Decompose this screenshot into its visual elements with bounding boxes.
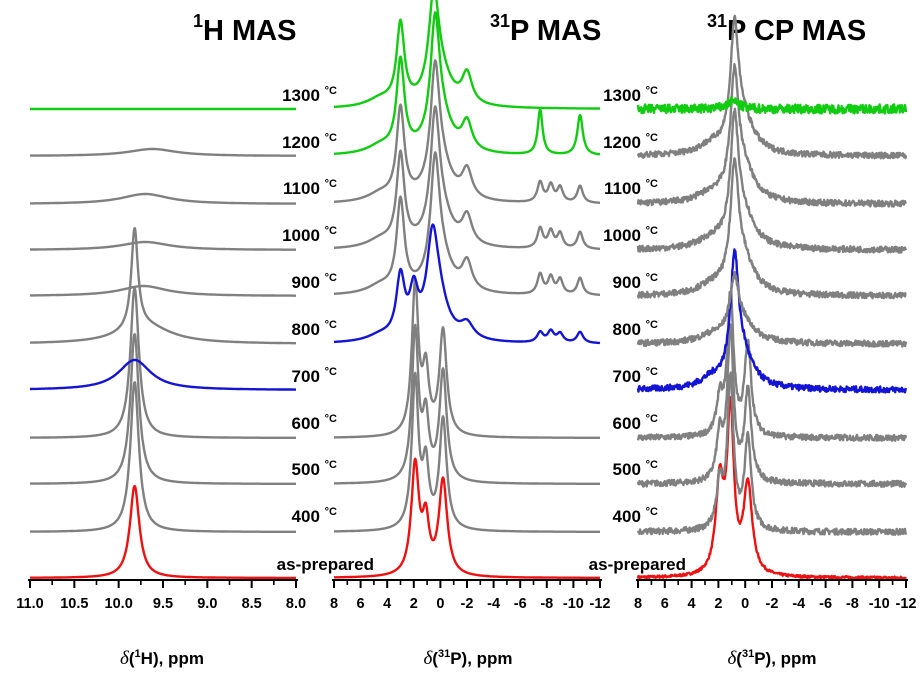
tick-label: -10 — [563, 596, 584, 612]
temp-label: 700 °C — [613, 366, 659, 386]
x-axis-label-31p-cp: δ(31P), ppm — [727, 648, 816, 669]
spectrum-trace — [636, 96, 908, 115]
as-prepared-label: as-prepared — [589, 555, 686, 574]
temp-label: 900 °C — [292, 272, 338, 292]
spectrum-trace — [636, 157, 907, 300]
tick-label: -4 — [487, 596, 500, 612]
spectrum-trace — [29, 358, 297, 391]
spectrum-trace — [636, 248, 908, 394]
temp-label: 700 °C — [292, 366, 338, 386]
tick-label: 6 — [661, 596, 669, 612]
x-axis-31p-cp: 8 6 4 2 0 -2 -4 -6 -8 -10 -12 — [634, 579, 917, 612]
spectrum-trace — [333, 371, 601, 533]
spectrum-trace — [636, 323, 908, 488]
temp-label: 1100 °C — [604, 178, 658, 198]
temp-label: 400 °C — [292, 506, 338, 526]
spectrum-trace — [636, 290, 908, 442]
temp-label: 900 °C — [613, 272, 659, 292]
spectrum-trace — [636, 270, 908, 348]
tick-label: 2 — [714, 596, 722, 612]
spectrum-trace — [333, 59, 601, 205]
temp-label: 1100 °C — [283, 178, 337, 198]
tick-label: 8 — [330, 596, 338, 612]
temp-label: 500 °C — [292, 459, 338, 479]
tick-label: 9.0 — [197, 596, 217, 612]
spectrum-trace — [333, 277, 601, 439]
spectrum-trace — [29, 287, 297, 439]
tick-label: 8 — [634, 596, 642, 612]
spectrum-trace — [333, 323, 601, 485]
spectrum-trace — [333, 105, 601, 251]
tick-label: -6 — [514, 596, 527, 612]
panel-title-1h: 1H MAS — [193, 11, 296, 47]
tick-label: 8.0 — [286, 596, 306, 612]
x-axis-label-1h: δ(1H), ppm — [120, 648, 204, 669]
temp-label: 400 °C — [613, 506, 659, 526]
x-axis-1h: 11.0 10.5 10.0 9.5 9.0 8.5 8.0 — [16, 579, 306, 612]
spectrum-trace — [29, 333, 297, 485]
tick-label: 8.5 — [242, 596, 262, 612]
spectrum-trace — [333, 0, 601, 110]
temperature-labels-right: 1300 °C 1200 °C 1100 °C 1000 °C 900 °C 8… — [589, 85, 686, 574]
temp-label: 800 °C — [292, 319, 338, 339]
tick-label: 9.5 — [153, 596, 173, 612]
spectrum-trace — [333, 151, 601, 296]
spectrum-trace — [636, 396, 907, 581]
tick-label: 4 — [688, 596, 696, 612]
temp-label: 800 °C — [613, 319, 659, 339]
temperature-labels-left: 1300 °C 1200 °C 1100 °C 1000 °C 900 °C 8… — [277, 85, 374, 574]
temp-label: 1200 °C — [603, 132, 658, 152]
temp-label: 600 °C — [613, 413, 659, 433]
spectra-31p — [333, 0, 601, 579]
panel-title-31p-cp: 31P CP MAS — [707, 11, 866, 47]
tick-label: 6 — [357, 596, 365, 612]
tick-label: -2 — [461, 596, 474, 612]
tick-label: -12 — [896, 596, 917, 612]
tick-label: -8 — [540, 596, 553, 612]
as-prepared-label: as-prepared — [277, 555, 374, 574]
spectrum-trace — [333, 11, 601, 156]
spectrum-trace — [333, 457, 601, 579]
spectrum-trace — [636, 371, 908, 536]
spectra-1h — [29, 107, 297, 580]
tick-label: 4 — [383, 596, 391, 612]
tick-label: -8 — [846, 596, 859, 612]
spectrum-trace — [636, 62, 907, 208]
tick-label: 0 — [741, 596, 749, 612]
temp-label: 1000 °C — [603, 225, 658, 245]
spectrum-trace — [29, 226, 297, 345]
x-axis-label-31p: δ(31P), ppm — [423, 648, 512, 669]
temp-label: 1300 °C — [282, 85, 337, 105]
temp-label: 1200 °C — [282, 132, 337, 152]
spectrum-trace — [29, 284, 297, 297]
temp-label: 600 °C — [292, 413, 338, 433]
tick-label: -2 — [766, 596, 779, 612]
tick-label: -6 — [819, 596, 832, 612]
spectrum-trace — [29, 192, 297, 205]
spectrum-trace — [29, 485, 297, 580]
temp-label: 1300 °C — [603, 85, 658, 105]
tick-label: 0 — [436, 596, 444, 612]
spectrum-trace — [333, 223, 601, 345]
tick-label: 10.5 — [60, 596, 88, 612]
spectrum-trace — [636, 14, 908, 160]
temp-label: 1000 °C — [282, 225, 337, 245]
tick-label: 10.0 — [105, 596, 133, 612]
panel-title-31p: 31P MAS — [490, 11, 601, 47]
spectrum-trace — [29, 240, 297, 251]
spectrum-trace — [29, 147, 297, 157]
spectrum-trace — [29, 381, 297, 533]
spectra-31p-cp — [636, 14, 908, 581]
x-axis-31p: 8 6 4 2 0 -2 -4 -6 -8 -10 -12 — [330, 579, 611, 612]
tick-label: -4 — [792, 596, 805, 612]
temp-label: 500 °C — [613, 459, 659, 479]
tick-label: -12 — [590, 596, 611, 612]
spectrum-trace — [636, 107, 908, 254]
tick-label: 2 — [410, 596, 418, 612]
tick-label: 11.0 — [16, 596, 43, 612]
tick-label: -10 — [869, 596, 890, 612]
